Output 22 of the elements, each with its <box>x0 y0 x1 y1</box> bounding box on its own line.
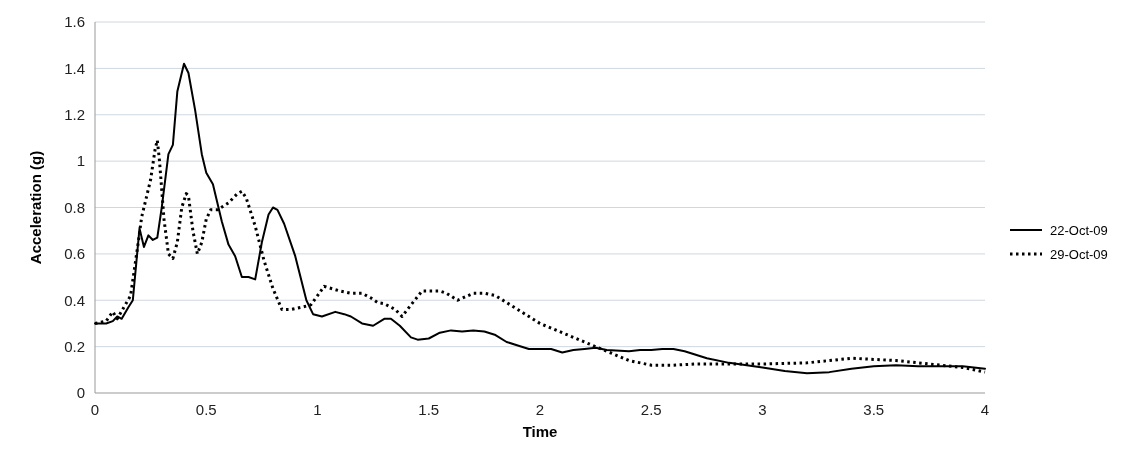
x-tick-label: 3 <box>758 401 767 418</box>
x-tick-label: 3.5 <box>863 401 885 418</box>
y-tick-label: 1 <box>76 152 85 170</box>
y-tick-label: 0 <box>76 384 85 402</box>
x-tick-label: 2.5 <box>640 401 662 418</box>
x-axis-title: Time <box>522 423 558 440</box>
x-tick-label: 0 <box>90 401 100 418</box>
x-tick-label: 0.5 <box>195 401 217 418</box>
y-tick-label: 0.2 <box>64 337 85 355</box>
x-tick-label: 1.5 <box>418 401 440 418</box>
legend-label: 22-Oct-09 <box>1050 222 1108 238</box>
y-tick-label: 1.6 <box>64 13 85 31</box>
x-tick-label: 4 <box>980 401 990 418</box>
y-tick-label: 0.8 <box>64 198 85 216</box>
y-axis-title: Acceleration (g) <box>27 150 44 265</box>
y-tick-label: 0.6 <box>64 245 85 263</box>
x-tick-label: 2 <box>535 401 545 418</box>
legend-label: 29-Oct-09 <box>1050 246 1108 262</box>
y-tick-label: 0.4 <box>64 291 85 309</box>
x-tick-label: 1 <box>313 401 322 418</box>
y-tick-label: 1.2 <box>64 106 85 123</box>
y-tick-label: 1.4 <box>64 59 85 77</box>
